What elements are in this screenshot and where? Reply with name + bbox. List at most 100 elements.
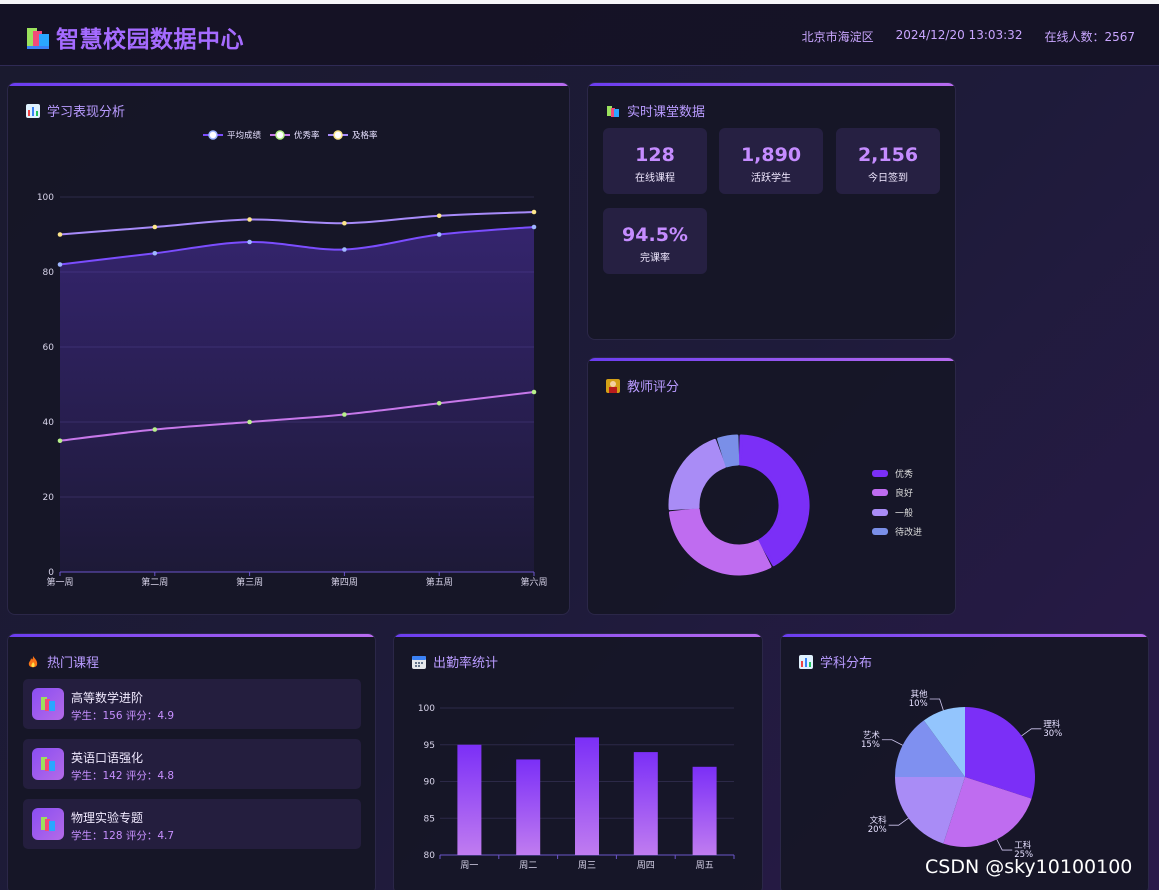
slice-percent: 30% [1043,729,1062,739]
header: 智慧校园数据中心 北京市海淀区 2024/12/20 13:03:32 在线人数… [0,4,1159,66]
subject-title-text: 学科分布 [820,656,873,671]
books-icon [41,817,55,831]
books-icon [607,105,619,117]
hot-courses-card: 热门课程 高等数学进阶 学生：156 评分：4.9 英语口语强化 学生：142 … [7,633,376,890]
legend-swatch [872,470,888,477]
data-point [247,239,252,245]
legend-label: 优秀率 [294,130,320,141]
slice-percent: 20% [868,825,887,835]
y-tick-label: 80 [43,268,55,278]
data-point [531,209,537,215]
course-item[interactable]: 英语口语强化 学生：142 评分：4.8 [23,739,361,789]
course-meta: 学生：142 评分：4.8 [71,770,175,782]
y-tick-label: 40 [43,418,55,428]
teacher-title: 教师评分 [606,376,679,395]
performance-title-text: 学习表现分析 [47,105,126,120]
teacher-icon [606,378,620,393]
data-point [247,419,252,425]
legend-marker [275,130,285,140]
stat-label: 今日签到 [868,173,908,184]
x-tick-label: 周一 [460,860,478,871]
data-point [436,213,442,219]
pie-slice [923,707,965,777]
x-tick-label: 第六周 [520,576,547,588]
pie-slice [965,707,1035,799]
legend-good[interactable]: 良好 [872,486,913,499]
label-leader [929,698,944,711]
y-tick-label: 20 [43,493,55,503]
data-point [436,232,442,237]
course-meta: 学生：156 评分：4.9 [71,710,175,722]
chart-icon [799,654,813,669]
x-tick-label: 周四 [637,860,655,871]
teacher-card: 教师评分 优秀 良好 一般 待改进 [587,357,956,615]
legend-label: 优秀 [895,470,914,480]
subject-card: 学科分布 理科 30% 工科 25% 文科 20% 艺术 15% 其他 10% [780,633,1149,890]
bar [692,766,717,855]
bar [633,752,658,855]
pie-slice [895,777,965,844]
teacher-donut-chart [668,434,810,576]
slice-label: 艺术 [863,730,881,741]
bar [575,737,599,855]
label-leader [1021,728,1042,737]
legend-swatch [872,489,888,496]
course-item[interactable]: 高等数学进阶 学生：156 评分：4.9 [23,679,361,729]
y-tick-label: 95 [424,741,435,751]
data-point [152,250,158,256]
legend-label: 平均成绩 [227,130,262,141]
data-point [152,427,158,432]
legend-excellent[interactable]: 优秀 [872,467,913,480]
realtime-card: 实时课堂数据 128 在线课程 1,890 活跃学生 2,156 今日签到 94… [587,82,956,340]
y-tick-label: 100 [37,193,54,203]
stat-value: 2,156 [857,144,919,166]
data-point [57,262,63,267]
course-meta: 学生：128 评分：4.7 [71,830,175,842]
attendance-bar-chart: 80 85 90 95 100 周一 周二 周三 周四 周五 [418,704,735,871]
window-top-edge [0,0,1159,4]
course-name: 英语口语强化 [71,751,144,765]
data-point [342,412,347,417]
fire-icon [28,655,38,667]
realtime-title: 实时课堂数据 [606,101,705,120]
realtime-title-text: 实时课堂数据 [627,105,706,120]
x-tick-label: 第五周 [426,576,453,588]
label-leader [881,739,903,746]
books-icon [41,697,55,711]
stat-value: 94.5% [622,224,688,246]
stat-label: 在线课程 [635,173,675,184]
stat-value: 1,890 [740,144,802,166]
performance-line-chart: 0 20 40 60 80 100 第一周 第二周 第三周 第四周 第五周 第六周 平均成绩 优秀率 及格率 [37,130,548,588]
teacher-title-text: 教师评分 [627,380,680,395]
performance-title: 学习表现分析 [26,101,125,120]
slice-percent: 25% [1014,850,1033,860]
y-tick-label: 85 [424,814,435,824]
legend-average[interactable]: 一般 [872,506,913,519]
data-point [247,217,252,222]
performance-card: 学习表现分析 0 20 40 60 80 100 第一周 第二周 第三周 第四周 第五周 第六周 平均成… [7,82,570,615]
slice-label: 理科 [1043,719,1061,730]
attendance-title-text: 出勤率统计 [433,656,499,671]
course-item[interactable]: 物理实验专题 学生：128 评分：4.7 [23,799,361,849]
header-info: 北京市海淀区 2024/12/20 13:03:32 在线人数：2567 [802,28,1135,45]
y-tick-label: 80 [424,851,436,861]
legend-marker [208,130,218,140]
y-tick-label: 90 [424,778,436,788]
calendar-icon [412,655,426,669]
course-badge [32,808,64,840]
stat-label: 活跃学生 [751,173,791,184]
stat-label: 完课率 [640,253,670,264]
pie-slice [895,720,965,777]
stat-active-students: 1,890 活跃学生 [719,128,823,194]
donut-slice [717,434,740,468]
page-title: 智慧校园数据中心 [56,27,244,53]
attendance-card: 出勤率统计 80 85 90 95 100 周一 周二 周三 周四 周五 [393,633,763,890]
stat-online-courses: 128 在线课程 [603,128,707,194]
legend-label: 良好 [895,489,914,499]
chart-icon [26,103,40,118]
x-tick-label: 周二 [519,860,537,871]
legend-improve[interactable]: 待改进 [872,525,922,538]
x-tick-label: 第二周 [141,576,168,588]
series-line [59,226,535,266]
course-badge [32,748,64,780]
